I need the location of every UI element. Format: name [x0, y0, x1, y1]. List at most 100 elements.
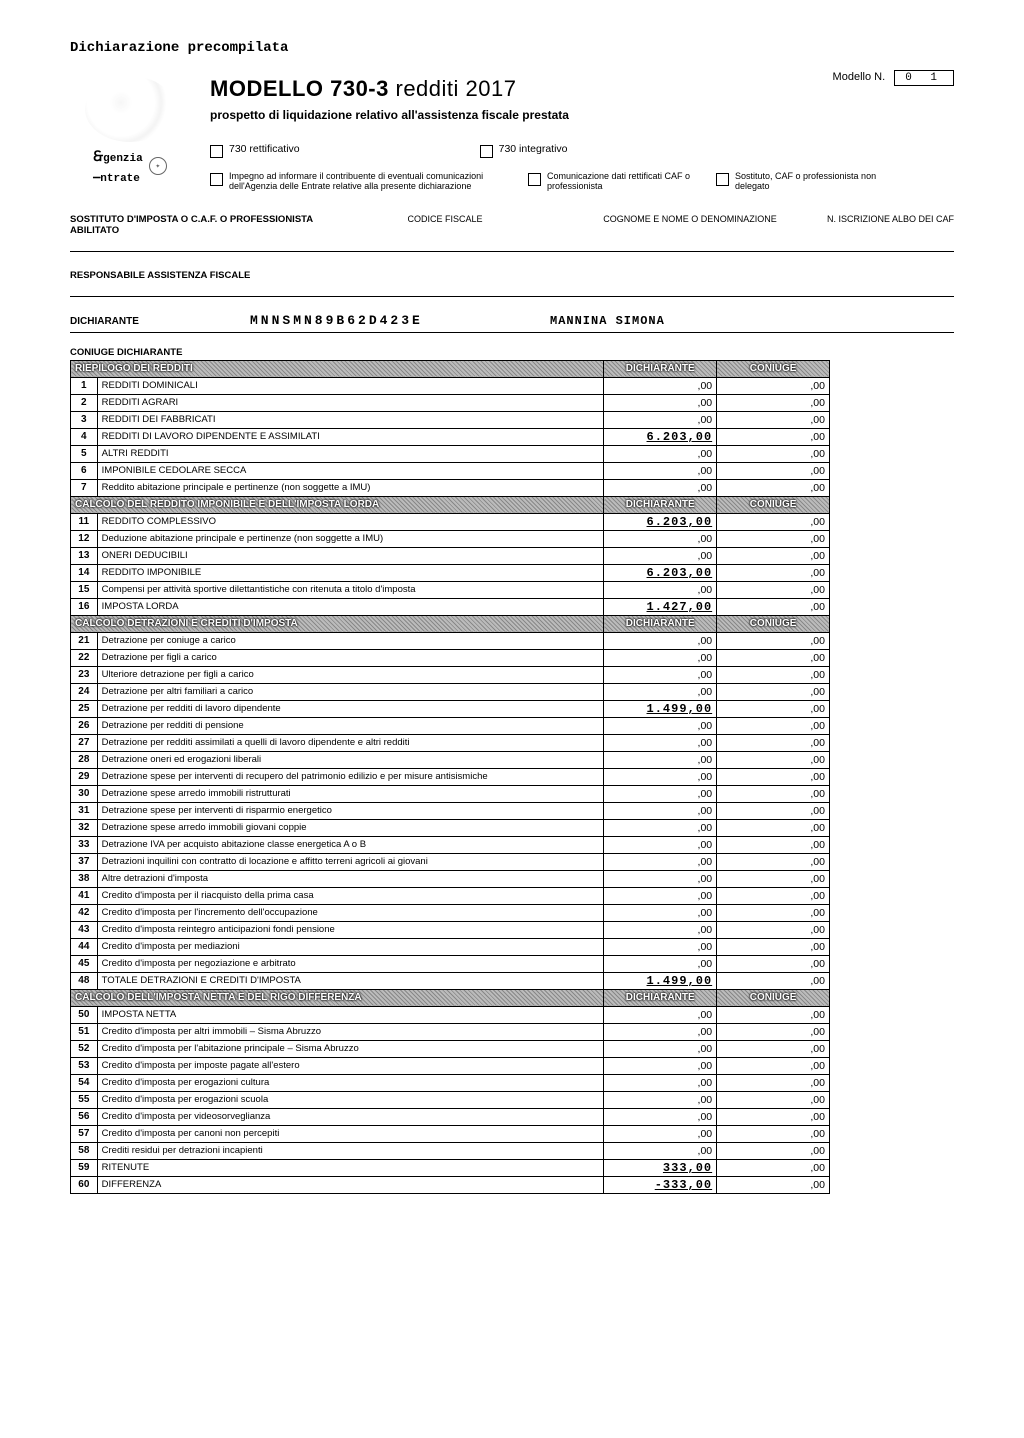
row-desc: Altre detrazioni d'imposta	[97, 870, 604, 887]
row-desc: Detrazione per coniuge a carico	[97, 632, 604, 649]
dichiarante-name: MANNINA SIMONA	[550, 314, 665, 328]
field-header-row: SOSTITUTO D'IMPOSTA O C.A.F. O PROFESSIO…	[70, 214, 954, 236]
table-row: 32Detrazione spese arredo immobili giova…	[71, 819, 830, 836]
pretitle: Dichiarazione precompilata	[70, 40, 954, 56]
row-number: 32	[71, 819, 98, 836]
row-value-coniuge: ,00	[717, 853, 830, 870]
table-row: 4REDDITI DI LAVORO DIPENDENTE E ASSIMILA…	[71, 428, 830, 445]
row-desc: RITENUTE	[97, 1159, 604, 1176]
table-row: 60DIFFERENZA-333,00,00	[71, 1176, 830, 1193]
row-number: 7	[71, 479, 98, 496]
col-coniuge: CONIUGE	[717, 496, 830, 513]
title-year: redditi 2017	[396, 76, 517, 101]
table-row: 23Ulteriore detrazione per figli a caric…	[71, 666, 830, 683]
row-number: 52	[71, 1040, 98, 1057]
row-number: 26	[71, 717, 98, 734]
row-number: 50	[71, 1006, 98, 1023]
row-number: 37	[71, 853, 98, 870]
row-value-coniuge: ,00	[717, 394, 830, 411]
row-value-dichiarante: 1.427,00	[604, 598, 717, 615]
row-number: 25	[71, 700, 98, 717]
table-row: 52Credito d'imposta per l'abitazione pri…	[71, 1040, 830, 1057]
sostituto-label: SOSTITUTO D'IMPOSTA O C.A.F. O PROFESSIO…	[70, 214, 330, 236]
check-rettificativo[interactable]: 730 rettificativo	[210, 144, 300, 158]
col-dichiarante: DICHIARANTE	[604, 496, 717, 513]
row-desc: Crediti residui per detrazioni incapient…	[97, 1142, 604, 1159]
row-desc: REDDITO IMPONIBILE	[97, 564, 604, 581]
row-desc: Credito d'imposta per imposte pagate all…	[97, 1057, 604, 1074]
row-number: 44	[71, 938, 98, 955]
row-value-dichiarante: ,00	[604, 1108, 717, 1125]
row-desc: Detrazione spese per interventi di rispa…	[97, 802, 604, 819]
row-value-coniuge: ,00	[717, 955, 830, 972]
table-row: 7Reddito abitazione principale e pertine…	[71, 479, 830, 496]
row-value-dichiarante: ,00	[604, 955, 717, 972]
row-value-coniuge: ,00	[717, 411, 830, 428]
table-row: 41Credito d'imposta per il riacquisto de…	[71, 887, 830, 904]
row-value-dichiarante: ,00	[604, 870, 717, 887]
section-title: CALCOLO DEL REDDITO IMPONIBILE E DELL'IM…	[71, 496, 604, 513]
row-number: 4	[71, 428, 98, 445]
col-dichiarante: DICHIARANTE	[604, 615, 717, 632]
checkbox-icon[interactable]	[480, 145, 493, 158]
checkbox-icon[interactable]	[528, 173, 541, 186]
row-value-dichiarante: ,00	[604, 547, 717, 564]
row-desc: IMPOSTA LORDA	[97, 598, 604, 615]
row-value-coniuge: ,00	[717, 1023, 830, 1040]
row-desc: TOTALE DETRAZIONI E CREDITI D'IMPOSTA	[97, 972, 604, 989]
table-row: 1REDDITI DOMINICALI,00,00	[71, 377, 830, 394]
table-row: 54Credito d'imposta per erogazioni cultu…	[71, 1074, 830, 1091]
row-value-dichiarante: 333,00	[604, 1159, 717, 1176]
row-value-coniuge: ,00	[717, 836, 830, 853]
row-value-dichiarante: 6.203,00	[604, 428, 717, 445]
check-impegno[interactable]: Impegno ad informare il contribuente di …	[210, 172, 510, 192]
section-title: RIEPILOGO DEI REDDITI	[71, 360, 604, 377]
row-desc: Credito d'imposta per negoziazione e arb…	[97, 955, 604, 972]
data-table: RIEPILOGO DEI REDDITIDICHIARANTECONIUGE1…	[70, 360, 830, 1194]
row-desc: REDDITI AGRARI	[97, 394, 604, 411]
row-value-dichiarante: ,00	[604, 887, 717, 904]
dichiarante-label: DICHIARANTE	[70, 316, 250, 327]
row-value-dichiarante: ,00	[604, 819, 717, 836]
row-number: 57	[71, 1125, 98, 1142]
checkbox-icon[interactable]	[210, 173, 223, 186]
row-value-dichiarante: ,00	[604, 1125, 717, 1142]
table-row: 57Credito d'imposta per canoni non perce…	[71, 1125, 830, 1142]
niscr-label: N. ISCRIZIONE ALBO DEI CAF	[820, 214, 954, 236]
row-number: 33	[71, 836, 98, 853]
row-value-coniuge: ,00	[717, 649, 830, 666]
row-value-dichiarante: ,00	[604, 530, 717, 547]
table-row: 51Credito d'imposta per altri immobili –…	[71, 1023, 830, 1040]
logo-text: 🙲genzia ⎯ntrate ✦	[93, 146, 166, 186]
row-value-dichiarante: ,00	[604, 904, 717, 921]
row-desc: REDDITI DEI FABBRICATI	[97, 411, 604, 428]
coniuge-label: CONIUGE DICHIARANTE	[70, 347, 954, 358]
checkbox-icon[interactable]	[716, 173, 729, 186]
table-row: 45Credito d'imposta per negoziazione e a…	[71, 955, 830, 972]
row-number: 5	[71, 445, 98, 462]
modello-n-value: 0 1	[894, 70, 954, 86]
row-desc: REDDITI DOMINICALI	[97, 377, 604, 394]
row-value-coniuge: ,00	[717, 547, 830, 564]
table-row: 56Credito d'imposta per videosorveglianz…	[71, 1108, 830, 1125]
row-value-dichiarante: ,00	[604, 666, 717, 683]
row-value-coniuge: ,00	[717, 445, 830, 462]
row-value-dichiarante: ,00	[604, 445, 717, 462]
check-integrativo[interactable]: 730 integrativo	[480, 144, 568, 158]
row-value-dichiarante: 1.499,00	[604, 700, 717, 717]
row-value-coniuge: ,00	[717, 377, 830, 394]
check-rettificativo-label: 730 rettificativo	[229, 144, 300, 156]
responsabile-label: RESPONSABILE ASSISTENZA FISCALE	[70, 270, 954, 281]
row-value-dichiarante: ,00	[604, 921, 717, 938]
row-number: 23	[71, 666, 98, 683]
check-integrativo-label: 730 integrativo	[499, 144, 568, 156]
row-number: 53	[71, 1057, 98, 1074]
checkbox-icon[interactable]	[210, 145, 223, 158]
row-desc: ALTRI REDDITI	[97, 445, 604, 462]
row-desc: IMPONIBILE CEDOLARE SECCA	[97, 462, 604, 479]
check-sostituto[interactable]: Sostituto, CAF o professionista non dele…	[716, 172, 886, 192]
table-row: 50IMPOSTA NETTA,00,00	[71, 1006, 830, 1023]
col-dichiarante: DICHIARANTE	[604, 989, 717, 1006]
row-value-dichiarante: ,00	[604, 377, 717, 394]
check-comunicazione[interactable]: Comunicazione dati rettificati CAF o pro…	[528, 172, 698, 192]
